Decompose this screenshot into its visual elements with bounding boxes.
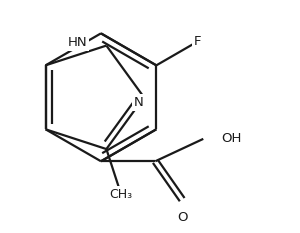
Text: OH: OH bbox=[221, 132, 242, 145]
Text: CH₃: CH₃ bbox=[110, 188, 133, 201]
Text: HN: HN bbox=[68, 36, 87, 49]
Text: O: O bbox=[177, 211, 188, 224]
Text: F: F bbox=[194, 35, 202, 48]
Text: N: N bbox=[134, 96, 144, 109]
